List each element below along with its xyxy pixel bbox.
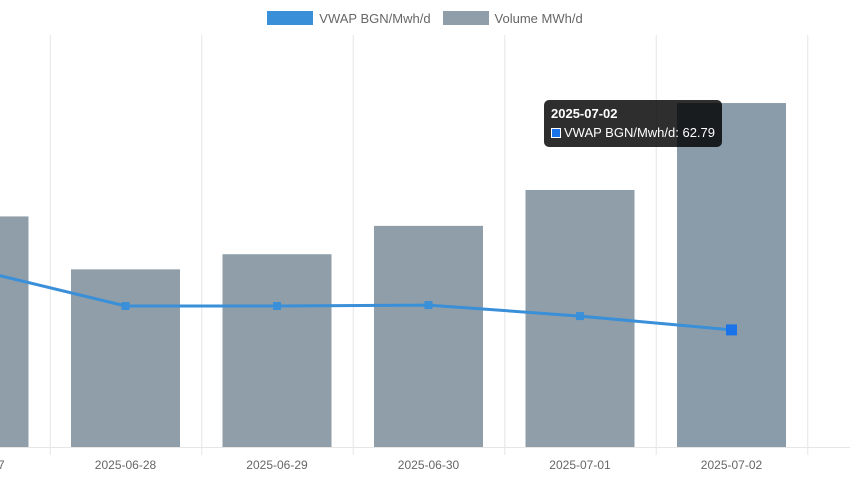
vwap-point xyxy=(121,302,130,311)
vwap-point xyxy=(726,324,737,336)
legend-swatch-volume xyxy=(442,11,489,25)
x-tick-label: 2025-07-01 xyxy=(549,458,611,472)
volume-bar xyxy=(0,216,29,447)
volume-bar xyxy=(222,254,332,447)
tooltip: 2025-07-02 VWAP BGN/Mwh/d: 62.79 xyxy=(544,100,723,147)
vwap-point xyxy=(576,312,584,321)
x-tick-label: 2025-06-29 xyxy=(246,458,308,472)
volume-bar xyxy=(374,225,483,447)
vwap-point xyxy=(424,301,433,310)
legend-item-vwap[interactable]: VWAP BGN/Mwh/d xyxy=(267,10,431,26)
legend-label-volume: Volume MWh/d xyxy=(494,10,583,26)
legend-item-volume[interactable]: Volume MWh/d xyxy=(442,10,583,26)
vwap-line-path xyxy=(0,274,732,332)
x-axis-labels: 2025-06-27 2025-06-28 2025-06-29 2025-06-30… xyxy=(0,458,763,472)
vwap-line xyxy=(0,274,737,336)
volume-bar xyxy=(677,103,786,448)
tooltip-label: VWAP BGN/Mwh/d: 62.79 xyxy=(564,125,716,140)
legend-swatch-vwap xyxy=(267,11,314,25)
tooltip-row: VWAP BGN/Mwh/d: 62.79 xyxy=(551,124,715,141)
legend-label-vwap: VWAP BGN/Mwh/d xyxy=(319,10,431,26)
tooltip-title: 2025-07-02 xyxy=(551,106,618,121)
x-tick-label: 2025-06-30 xyxy=(398,458,460,472)
legend: VWAP BGN/Mwh/d Volume MWh/d xyxy=(0,8,850,28)
volume-bars xyxy=(0,103,786,448)
vwap-point xyxy=(273,302,281,311)
x-tick-label: 2025-06-27 xyxy=(0,458,5,472)
tooltip-color-swatch xyxy=(551,127,561,138)
x-tick-label: 2025-07-02 xyxy=(701,458,763,472)
volume-bar xyxy=(71,269,180,447)
x-tick-label: 2025-06-28 xyxy=(95,458,157,472)
